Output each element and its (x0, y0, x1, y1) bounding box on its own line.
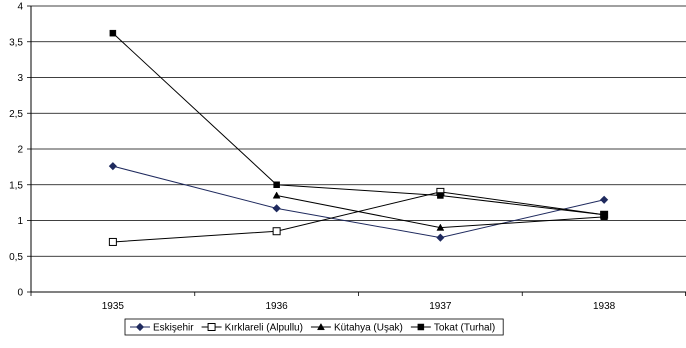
data-point (272, 227, 281, 236)
legend-item: Kırklareli (Alpullu) (201, 323, 303, 334)
y-tick-label: 4 (17, 2, 23, 13)
legend-label: Kırklareli (Alpullu) (225, 323, 303, 334)
data-point (273, 181, 280, 188)
y-tick-label: 3 (17, 73, 23, 84)
legend-marker (317, 322, 325, 331)
series-3 (109, 29, 608, 219)
x-tick-label: 1935 (102, 301, 125, 312)
data-point (109, 29, 117, 37)
legend-marker (135, 322, 145, 332)
legend-label: Eskişehir (153, 323, 194, 334)
y-tick-label: 2 (17, 145, 23, 156)
series-1 (108, 187, 609, 246)
series-0 (108, 162, 609, 242)
x-tick-label: 1938 (593, 301, 616, 312)
data-point (108, 237, 117, 246)
y-tick-label: 1,5 (9, 180, 23, 191)
y-axis-ticks: 0 0,5 1 1,5 2 2,5 3 3,5 4 (9, 2, 23, 299)
data-point (272, 191, 281, 199)
x-tick-label: 1937 (429, 301, 452, 312)
legend-item: Tokat (Turhal) (410, 323, 495, 334)
x-tick-label: 1936 (266, 301, 289, 312)
data-point (437, 192, 444, 199)
legend-marker (417, 323, 425, 331)
legend-marker (207, 323, 216, 331)
data-point (600, 195, 609, 204)
gridlines (31, 5, 686, 257)
y-tick-label: 3,5 (9, 37, 23, 48)
legend-item: Kütahya (Uşak) (310, 322, 403, 334)
data-point (436, 223, 445, 231)
y-tick-label: 0,5 (9, 252, 23, 263)
x-axis-ticks: 1935 1936 1937 1938 (102, 301, 616, 312)
data-point (272, 204, 281, 213)
y-tick-label: 2,5 (9, 109, 23, 120)
legend: Eskişehir Kırklareli (Alpullu) Kütahya (Uş… (124, 318, 504, 336)
series-line (112, 32, 605, 216)
series-layer (108, 29, 609, 246)
data-point (600, 211, 608, 219)
legend-label: Kütahya (Uşak) (334, 323, 403, 334)
legend-label: Tokat (Turhal) (434, 323, 495, 334)
y-tick-label: 0 (17, 288, 23, 299)
legend-item: Eskişehir (130, 323, 194, 334)
axes (27, 5, 686, 296)
data-point (436, 233, 445, 242)
y-tick-label: 1 (17, 216, 23, 227)
series-line (112, 165, 605, 239)
data-point (108, 162, 117, 171)
